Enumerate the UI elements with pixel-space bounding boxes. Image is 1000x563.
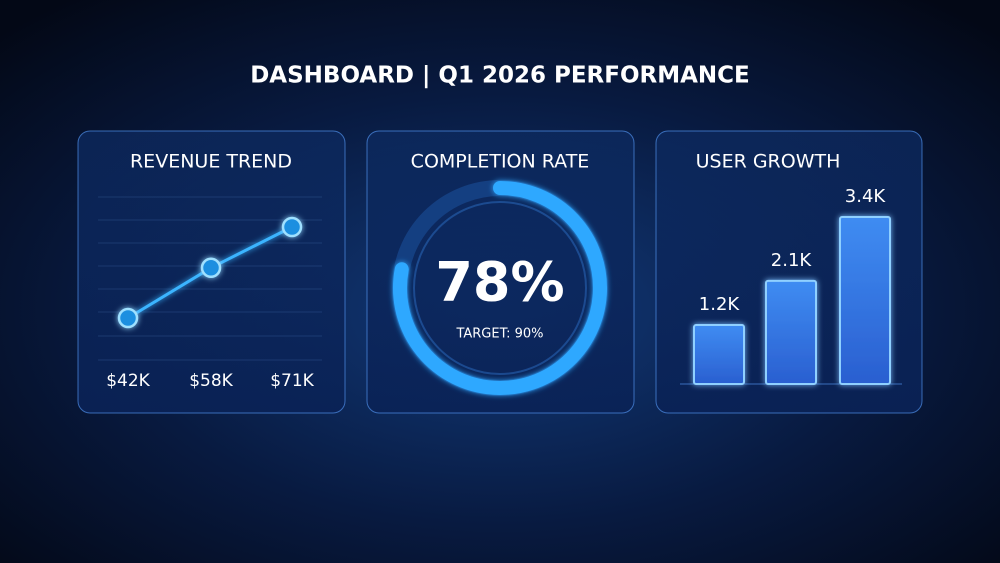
point [200, 257, 222, 279]
value-label: $71K [270, 371, 314, 391]
point [117, 307, 139, 329]
bar [765, 279, 817, 385]
value-label: 1.2K [699, 294, 741, 315]
value-label: $42K [106, 371, 150, 391]
gauge-note: TARGET: 90% [455, 327, 543, 342]
value-label: $58K [189, 371, 233, 391]
bar [693, 324, 745, 386]
gauge-value: 78% [435, 251, 564, 314]
point [281, 216, 303, 238]
panel-title: USER GROWTH [696, 151, 841, 173]
bar [839, 216, 891, 385]
gauge-arc [393, 181, 607, 395]
value-label: 3.4K [845, 186, 887, 207]
gauge-inner [413, 201, 587, 375]
dashboard-title: DASHBOARD | Q1 2026 PERFORMANCE [250, 63, 750, 89]
value-label: 2.1K [771, 250, 813, 271]
panel-title: REVENUE TREND [130, 151, 292, 173]
panel-title: COMPLETION RATE [411, 151, 590, 173]
